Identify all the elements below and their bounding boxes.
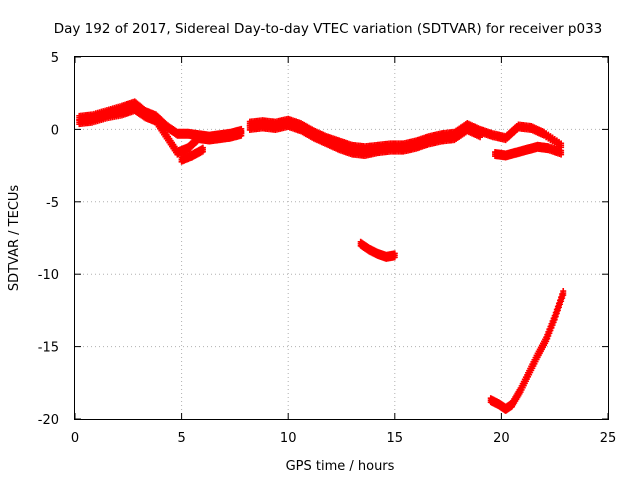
data-point [552, 313, 559, 320]
x-tick-label: 5 [177, 431, 185, 446]
x-tick-label: 20 [493, 431, 510, 446]
plot-frame [74, 56, 609, 420]
data-point [558, 298, 565, 305]
y-tick-label: -20 [38, 413, 59, 428]
x-tick-label: 15 [387, 431, 404, 446]
y-axis-label: SDTVAR / TECUs [7, 185, 22, 292]
series-group [76, 98, 567, 414]
series-track-b [178, 144, 206, 165]
x-tick-label: 10 [280, 431, 297, 446]
x-tick-label: 0 [71, 431, 79, 446]
tick-labels: 0 5 10 15 20 25 5 0 -5 -10 -15 -20 [38, 51, 617, 446]
chart-title: Day 192 of 2017, Sidereal Day-to-day VTE… [54, 21, 603, 37]
series-track-c-lower [246, 120, 484, 160]
data-point [199, 148, 206, 155]
data-point [554, 307, 561, 314]
data-point [555, 304, 562, 311]
y-tick-label: -5 [46, 196, 59, 211]
data-point [558, 151, 565, 158]
series-track-a-lower [76, 104, 245, 158]
data-point [560, 292, 567, 299]
series-track-e [357, 238, 398, 262]
x-tick-label: 25 [600, 431, 617, 446]
data-point [553, 310, 560, 317]
data-point [238, 132, 245, 139]
data-point [551, 316, 558, 323]
x-axis-label: GPS time / hours [286, 459, 395, 474]
series-track-d [492, 141, 565, 161]
y-tick-label: -15 [38, 341, 59, 356]
data-point [559, 295, 566, 302]
y-tick-label: 0 [51, 123, 59, 138]
y-tick-label: -10 [38, 268, 59, 283]
y-tick-label: 5 [51, 51, 59, 66]
data-point [477, 134, 484, 141]
data-point [391, 254, 398, 261]
data-point [557, 301, 564, 308]
series-track-f [487, 288, 567, 414]
